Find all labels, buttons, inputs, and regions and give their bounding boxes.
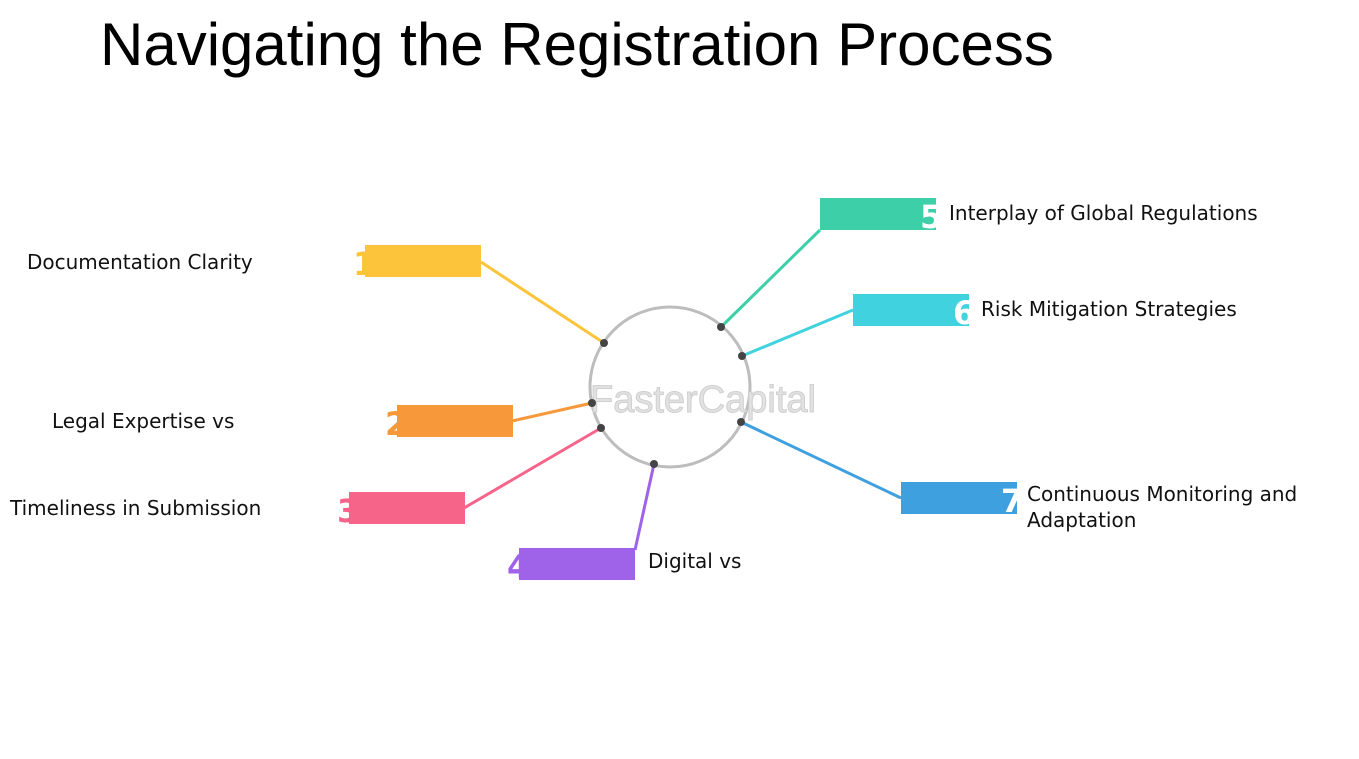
node-box [901,482,1017,514]
node-box [519,548,635,580]
node-number: 6 [953,294,975,332]
hub-dot [717,323,725,331]
node-box [365,245,481,277]
connector [463,426,602,510]
connector [511,401,593,423]
hub-dot [597,424,605,432]
node-label: Documentation Clarity [27,250,253,274]
node-label: Timeliness in Submission [10,496,262,520]
watermark: FasterCapital [590,379,816,421]
node-number: 7 [1001,482,1023,520]
node-label: Risk Mitigation Strategies [981,297,1237,321]
node-box [820,198,936,230]
connector [633,463,656,551]
title: Navigating the Registration Process [100,11,1054,78]
connector [719,228,822,329]
node-box [349,492,465,524]
connector [740,420,902,500]
hub-circle [588,305,752,469]
node-label: Interplay of Global Regulations [949,201,1258,225]
hub-dot [650,460,658,468]
node-label: Digital vs [648,549,742,573]
hub-dot [738,352,746,360]
node-box [397,405,513,437]
node-label: Continuous Monitoring and Adaptation [1027,482,1298,532]
hub-dot [737,418,745,426]
node-number: 5 [920,198,942,236]
connector [741,308,854,358]
node-box [853,294,969,326]
node-label: Legal Expertise vs [52,409,235,433]
hub-dot [588,399,596,407]
hub-dot [600,339,608,347]
connector [480,260,605,345]
